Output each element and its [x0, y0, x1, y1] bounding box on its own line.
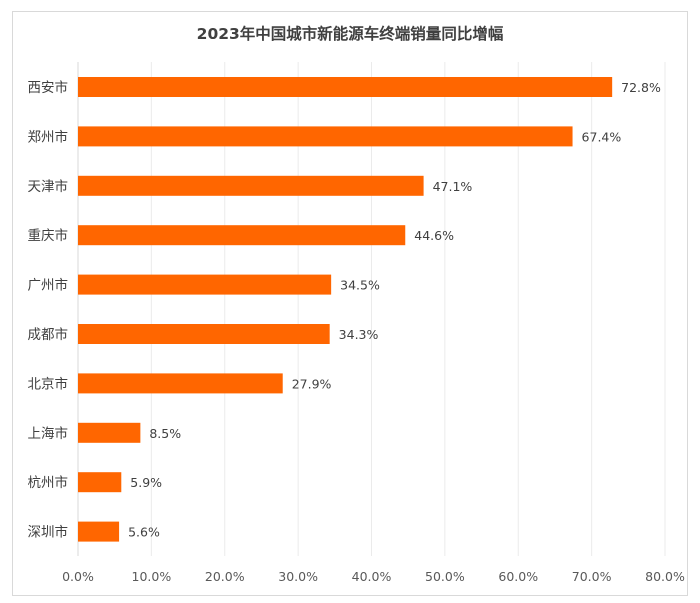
data-label: 8.5% [149, 426, 181, 441]
category-label: 北京市 [28, 375, 69, 392]
bar [78, 521, 120, 542]
category-label: 郑州市 [28, 128, 69, 145]
category-label: 西安市 [28, 79, 69, 96]
x-tick-label: 80.0% [645, 569, 685, 584]
data-label: 5.9% [130, 475, 162, 490]
category-label: 广州市 [28, 277, 69, 294]
bar [78, 373, 283, 394]
x-tick-label: 10.0% [132, 569, 172, 584]
bar [78, 175, 424, 196]
bar [78, 77, 613, 97]
x-tick-label: 30.0% [278, 569, 318, 584]
data-label: 5.6% [128, 525, 160, 540]
bar [78, 274, 332, 295]
x-tick-label: 20.0% [205, 569, 245, 584]
category-label: 天津市 [28, 178, 69, 195]
category-label: 重庆市 [28, 227, 69, 244]
category-label: 上海市 [28, 425, 69, 442]
data-label: 47.1% [433, 179, 473, 194]
x-tick-label: 50.0% [425, 569, 465, 584]
category-label: 成都市 [28, 326, 69, 343]
x-tick-label: 0.0% [62, 569, 94, 584]
x-tick-label: 40.0% [352, 569, 392, 584]
chart-title: 2023年中国城市新能源车终端销量同比增幅 [197, 24, 504, 43]
data-label: 67.4% [582, 129, 622, 144]
x-tick-label: 70.0% [572, 569, 612, 584]
x-tick-label: 60.0% [498, 569, 538, 584]
data-label: 44.6% [414, 228, 454, 243]
chart-frame [12, 11, 688, 596]
data-label: 27.9% [292, 376, 332, 391]
category-label: 杭州市 [28, 474, 69, 491]
bar [78, 472, 122, 493]
category-label: 深圳市 [28, 524, 69, 541]
data-label: 34.3% [339, 327, 379, 342]
bar [78, 422, 141, 443]
bar [78, 225, 406, 246]
bar [78, 126, 573, 147]
bar [78, 324, 330, 344]
data-label: 72.8% [621, 80, 661, 95]
data-label: 34.5% [340, 278, 380, 293]
